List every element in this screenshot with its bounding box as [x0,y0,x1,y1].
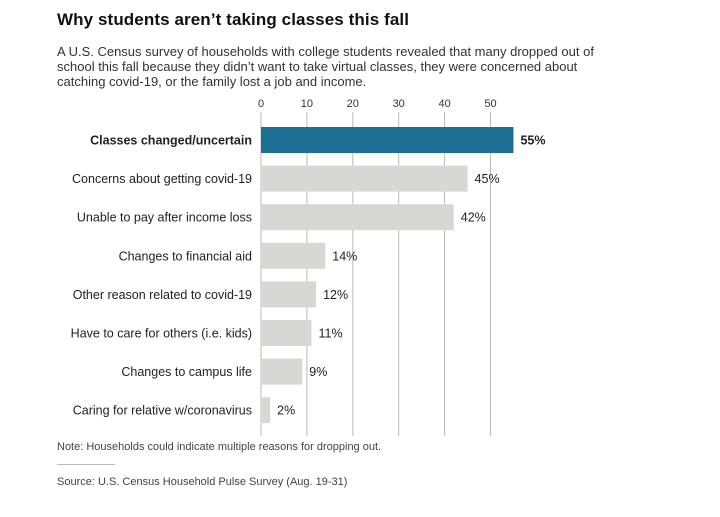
chart-title: Why students aren’t taking classes this … [57,10,410,29]
value-labels: 55% 45% 42% 14% 12% 11% 9% 2% [277,134,545,418]
category-label: Changes to campus life [121,365,252,379]
x-tick-label: 40 [438,98,450,110]
bar [261,281,317,308]
value-label: 55% [520,134,545,148]
bar [261,320,312,346]
divider [57,464,115,465]
category-label: Concerns about getting covid-19 [72,172,252,186]
value-label: 14% [332,249,357,263]
x-tick-label: 30 [393,98,405,110]
bar [261,358,303,385]
x-tick-label: 0 [258,98,264,110]
x-axis-ticks: 0 10 20 30 40 50 [258,98,497,110]
gridlines [260,112,491,436]
value-label: 42% [461,211,486,225]
x-tick-label: 20 [347,98,359,110]
chart-note: Note: Households could indicate multiple… [57,441,382,453]
value-label: 9% [309,365,327,379]
category-labels: Classes changed/uncertain Concerns about … [71,134,252,418]
category-label: Classes changed/uncertain [90,134,252,148]
chart-subtitle: A U.S. Census survey of households with … [57,44,594,89]
bar [261,242,326,269]
value-label: 2% [277,404,295,418]
bar [261,204,454,231]
value-label: 45% [475,172,500,186]
bar [261,127,514,153]
category-label: Have to care for others (i.e. kids) [71,327,252,341]
value-label: 12% [323,288,348,302]
bar [261,165,468,192]
bars [261,127,514,424]
chart-source: Source: U.S. Census Household Pulse Surv… [57,476,348,488]
category-label: Changes to financial aid [119,249,252,263]
x-tick-label: 50 [484,98,496,110]
category-label: Unable to pay after income loss [77,211,252,225]
value-label: 11% [318,327,342,341]
bar [261,397,271,424]
category-label: Other reason related to covid-19 [73,288,252,302]
category-label: Caring for relative w/coronavirus [73,404,252,418]
x-tick-label: 10 [301,98,313,110]
